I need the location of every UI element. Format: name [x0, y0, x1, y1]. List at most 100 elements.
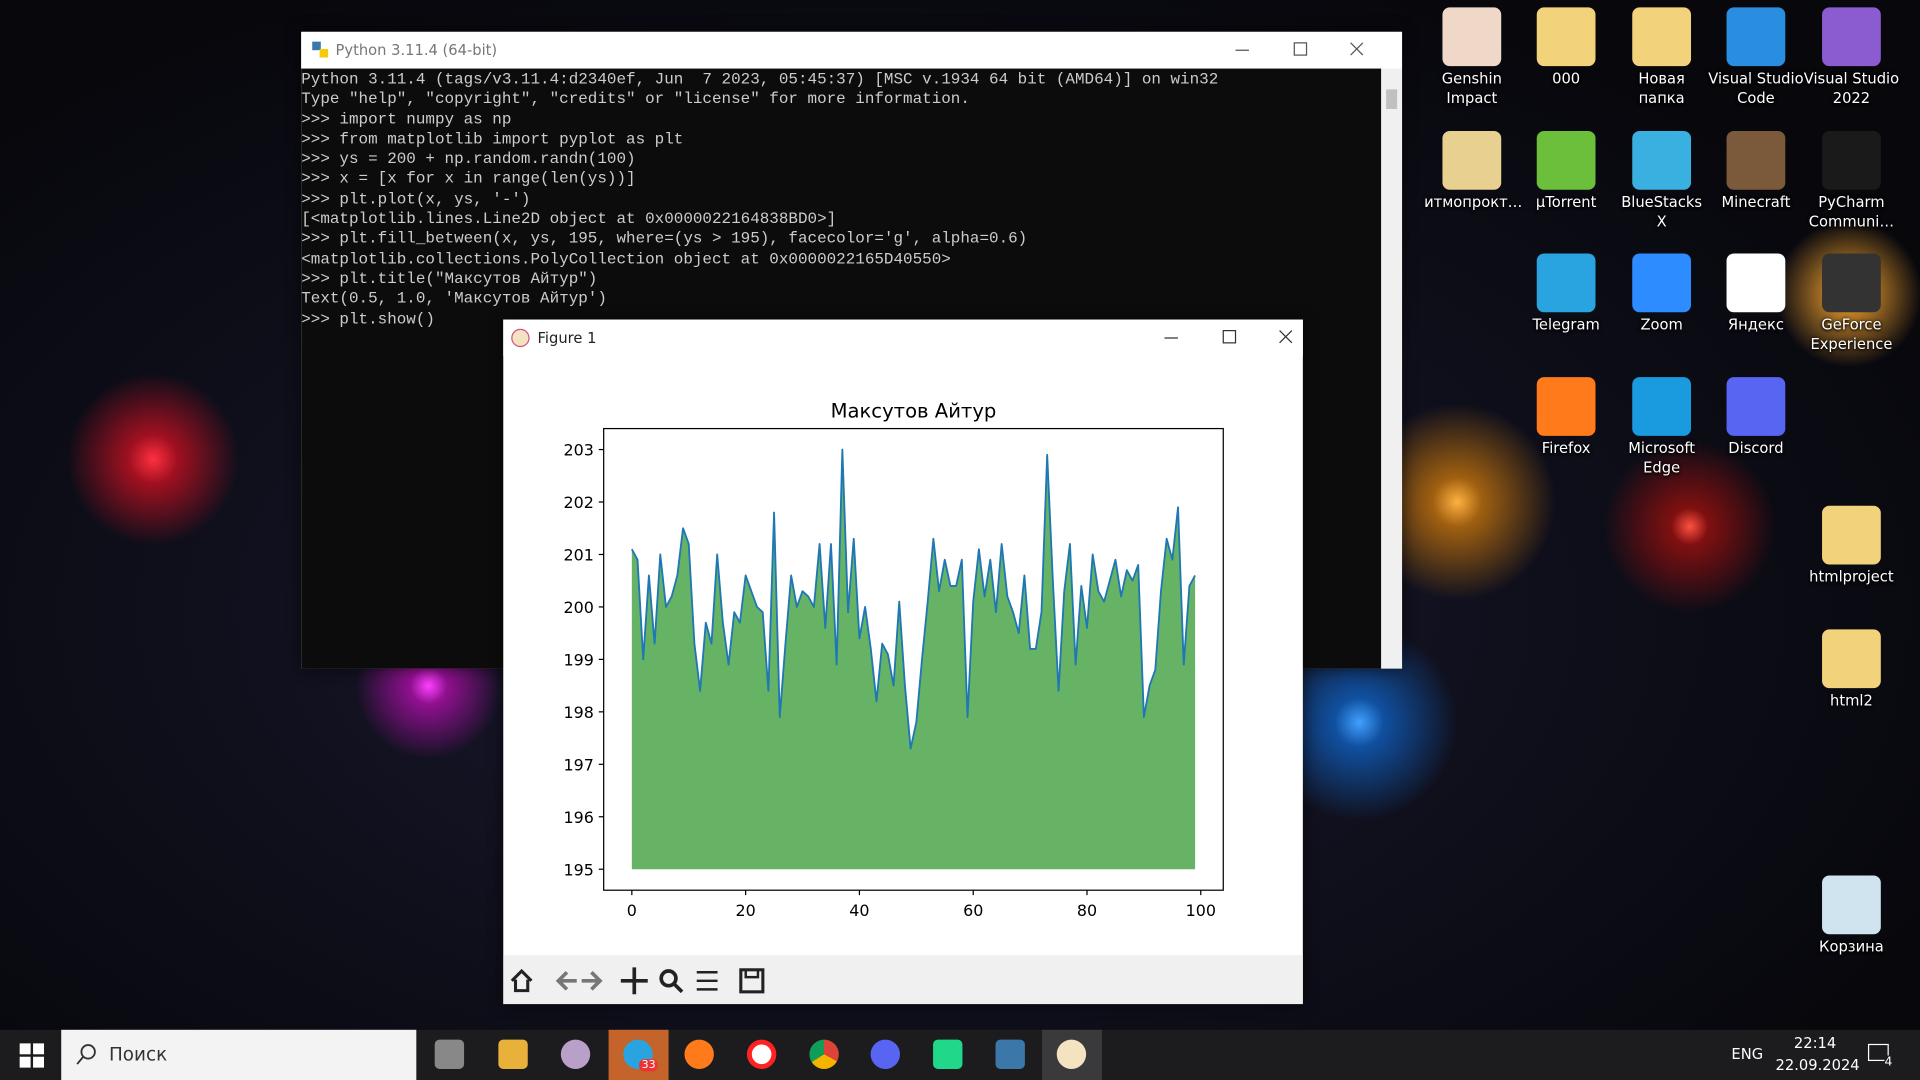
console-line: >>> import numpy as np	[301, 109, 512, 129]
x-tick-label: 100	[1186, 901, 1216, 920]
icon-image	[1822, 7, 1881, 67]
icon-image	[1632, 130, 1692, 190]
desktop-icon[interactable]: Discord	[1708, 376, 1804, 458]
desktop-icon[interactable]: Visual Studio 2022	[1804, 7, 1900, 107]
icon-image	[1632, 7, 1692, 67]
icon-label: Яндекс	[1727, 315, 1784, 334]
desktop-icon[interactable]: Яндекс	[1708, 253, 1804, 334]
taskbar: Поиск 33 ENG 22:14 22.09.2024 4	[0, 1029, 1920, 1080]
icon-label: Minecraft	[1721, 192, 1791, 211]
chrome[interactable]	[809, 1039, 839, 1069]
pycharm[interactable]	[933, 1039, 963, 1069]
desktop-icon[interactable]: BlueStacks X	[1614, 130, 1710, 230]
icon-label: Новая папка	[1638, 69, 1685, 107]
search-icon	[76, 1044, 96, 1065]
icon-label: итмопрокт…	[1424, 192, 1523, 211]
window-controls[interactable]	[1231, 32, 1402, 69]
x-tick-label: 0	[627, 901, 637, 920]
icon-label: html2	[1830, 691, 1873, 709]
matplotlib-icon	[511, 328, 530, 348]
desktop-icon[interactable]: µTorrent	[1518, 130, 1614, 211]
notification-count: 4	[1884, 1055, 1893, 1069]
icon-image	[1726, 7, 1786, 67]
explorer[interactable]	[498, 1039, 528, 1069]
app[interactable]	[560, 1039, 591, 1069]
icon-label: Visual Studio 2022	[1803, 69, 1900, 107]
icon-image	[1536, 130, 1596, 190]
icon-image	[1442, 7, 1502, 67]
icon-label: Корзина	[1819, 937, 1884, 955]
console-line: >>> ys = 200 + np.random.randn(100)	[301, 149, 636, 168]
firefox[interactable]	[684, 1039, 714, 1069]
icon-image	[1632, 253, 1692, 313]
search-box[interactable]: Поиск	[61, 1029, 417, 1080]
desktop-icon[interactable]: htmlproject	[1804, 505, 1900, 587]
icon-label: Microsoft Edge	[1628, 438, 1696, 476]
console-line: <matplotlib.collections.PolyCollection o…	[301, 249, 951, 268]
icon-label: PyCharm Communi…	[1808, 192, 1895, 230]
yandex[interactable]	[746, 1039, 777, 1069]
console-line: >>> plt.title("Максутов Айтур")	[301, 269, 598, 288]
desktop-icon[interactable]: Minecraft	[1708, 130, 1804, 211]
icon-image	[1726, 376, 1786, 436]
icon-label: BlueStacks X	[1621, 192, 1703, 230]
figure-window: Максутов Айтур 195 196 197 198 199 200 201 202 20…	[503, 319, 1303, 1005]
y-tick-label: 201	[564, 546, 594, 565]
x-tick-label: 20	[736, 901, 756, 920]
console-line: >>> from matplotlib import pyplot as plt	[301, 129, 684, 149]
console-line: Type "help", "copyright", "credits" or "…	[301, 89, 970, 109]
console-line: >>> plt.show()	[301, 309, 435, 328]
icon-label: Genshin Impact	[1441, 69, 1502, 107]
console-line: [<matplotlib.lines.Line2D object at 0x00…	[301, 209, 837, 228]
y-tick-label: 199	[564, 651, 594, 670]
matplotlib-figure[interactable]	[1056, 1039, 1087, 1069]
icon-label: Zoom	[1640, 315, 1683, 334]
y-tick-label: 195	[564, 860, 594, 879]
y-tick-label: 198	[564, 703, 594, 722]
notification-icon[interactable]	[1867, 1043, 1894, 1067]
desktop-icon[interactable]: Microsoft Edge	[1614, 376, 1710, 477]
desktop-icon[interactable]: Telegram	[1518, 253, 1614, 334]
window-controls[interactable]	[1131, 320, 1302, 357]
console-line: >>> x = [x for x in range(len(ys))]	[301, 169, 636, 188]
icon-image	[1822, 130, 1881, 190]
fill-area	[631, 449, 1196, 870]
icon-label: Firefox	[1541, 438, 1591, 457]
clock-date[interactable]: 22.09.2024	[1775, 1056, 1860, 1074]
desktop-icon[interactable]: итмопрокт…	[1424, 130, 1523, 211]
task-view[interactable]	[434, 1039, 465, 1069]
icon-image	[1726, 253, 1786, 313]
y-tick-label: 196	[564, 808, 594, 827]
y-tick-label: 197	[564, 755, 594, 774]
desktop-icon[interactable]: Новая папка	[1614, 7, 1710, 107]
desktop-icon[interactable]: html2	[1804, 628, 1900, 710]
desktop-icon[interactable]: Visual Studio Code	[1708, 7, 1804, 107]
desktop-icon[interactable]: Genshin Impact	[1424, 7, 1520, 107]
toolbar-icons[interactable]	[510, 967, 765, 995]
desktop-icon[interactable]: Корзина	[1804, 874, 1900, 956]
icon-label: µTorrent	[1535, 192, 1597, 211]
desktop-icon[interactable]: 000	[1518, 7, 1614, 88]
icon-image	[1822, 874, 1881, 934]
icon-image	[1822, 628, 1881, 688]
desktop-icon[interactable]: Zoom	[1614, 253, 1710, 334]
icon-image	[1536, 7, 1596, 67]
desktop-icon[interactable]: Firefox	[1518, 376, 1614, 458]
start-button[interactable]	[19, 1043, 45, 1068]
icon-label: htmlproject	[1809, 568, 1894, 586]
python[interactable]	[995, 1039, 1025, 1069]
language[interactable]: ENG	[1731, 1045, 1764, 1063]
x-tick-label: 60	[963, 901, 983, 920]
desktop-icon[interactable]: PyCharm Communi…	[1804, 130, 1900, 230]
console-line: Text(0.5, 1.0, 'Максутов Айтур')	[301, 289, 607, 308]
console-line: >>> plt.fill_between(x, ys, 195, where=(…	[301, 229, 1028, 248]
desktop-icon[interactable]: GeForce Experience	[1804, 253, 1900, 353]
title-bar: Python 3.11.4 (64-bit)	[301, 31, 1403, 69]
icon-label: GeForce Experience	[1810, 315, 1893, 353]
clock-time[interactable]: 22:14	[1793, 1034, 1837, 1052]
discord[interactable]	[870, 1039, 901, 1069]
console-line: >>> plt.plot(x, ys, '-')	[301, 189, 531, 208]
badge: 33	[639, 1059, 659, 1072]
scrollbar[interactable]	[1381, 68, 1403, 669]
